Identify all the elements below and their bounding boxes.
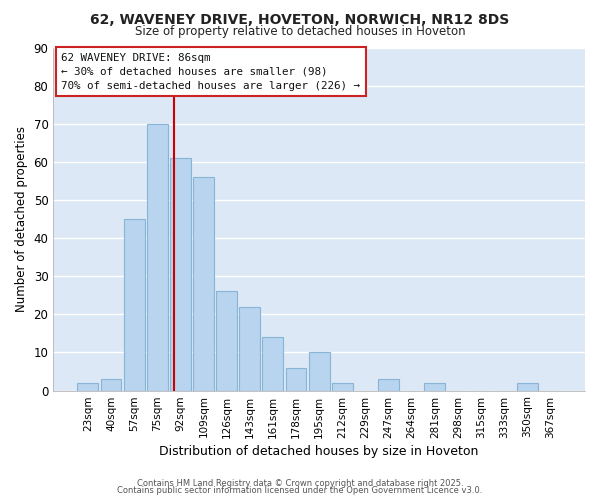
X-axis label: Distribution of detached houses by size in Hoveton: Distribution of detached houses by size … bbox=[160, 444, 479, 458]
Text: 62 WAVENEY DRIVE: 86sqm
← 30% of detached houses are smaller (98)
70% of semi-de: 62 WAVENEY DRIVE: 86sqm ← 30% of detache… bbox=[61, 52, 360, 90]
Y-axis label: Number of detached properties: Number of detached properties bbox=[15, 126, 28, 312]
Bar bbox=[193, 177, 214, 390]
Bar bbox=[216, 292, 237, 390]
Bar bbox=[101, 379, 121, 390]
Bar bbox=[309, 352, 329, 391]
Bar bbox=[332, 383, 353, 390]
Bar bbox=[239, 306, 260, 390]
Bar bbox=[517, 383, 538, 390]
Text: Contains HM Land Registry data © Crown copyright and database right 2025.: Contains HM Land Registry data © Crown c… bbox=[137, 478, 463, 488]
Text: Contains public sector information licensed under the Open Government Licence v3: Contains public sector information licen… bbox=[118, 486, 482, 495]
Bar bbox=[170, 158, 191, 390]
Text: Size of property relative to detached houses in Hoveton: Size of property relative to detached ho… bbox=[134, 25, 466, 38]
Bar bbox=[262, 337, 283, 390]
Bar bbox=[378, 379, 399, 390]
Bar bbox=[286, 368, 307, 390]
Bar bbox=[424, 383, 445, 390]
Bar bbox=[124, 219, 145, 390]
Bar bbox=[147, 124, 167, 390]
Bar bbox=[77, 383, 98, 390]
Text: 62, WAVENEY DRIVE, HOVETON, NORWICH, NR12 8DS: 62, WAVENEY DRIVE, HOVETON, NORWICH, NR1… bbox=[91, 12, 509, 26]
